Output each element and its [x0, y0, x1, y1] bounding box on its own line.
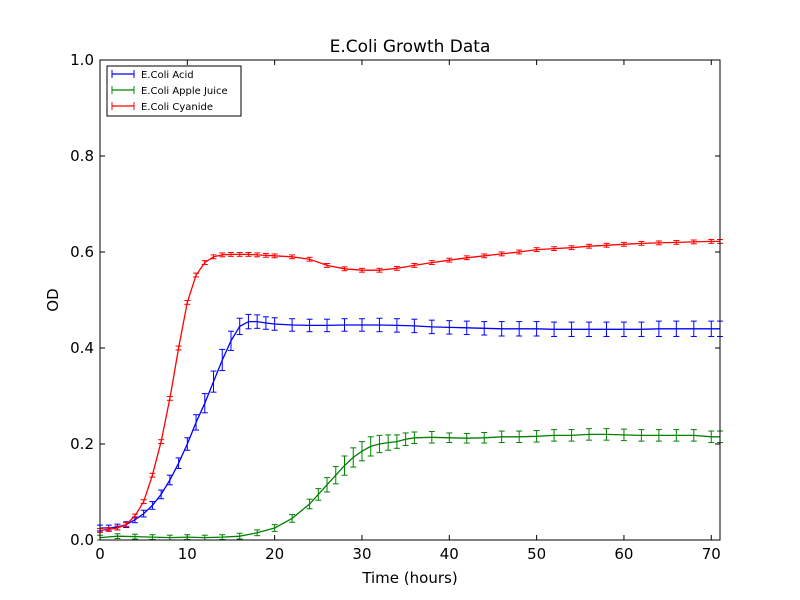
x-tick-label: 70	[702, 545, 721, 563]
legend-label: E.Coli Cyanide	[141, 102, 213, 113]
x-axis-label: Time (hours)	[361, 569, 457, 587]
x-tick-label: 10	[178, 545, 197, 563]
y-tick-label: 0.6	[70, 243, 94, 261]
x-tick-label: 20	[265, 545, 284, 563]
legend-label: E.Coli Apple Juice	[141, 86, 228, 97]
y-tick-label: 0.4	[70, 339, 94, 357]
series-group	[97, 428, 723, 541]
x-tick-label: 30	[352, 545, 371, 563]
legend-label: E.Coli Acid	[141, 70, 194, 81]
series-group	[97, 313, 723, 532]
series-line	[100, 320, 720, 529]
axis-ticks: 0 10 20 30 40 50 60 70 0.0 0.2 0.4 0.6 0.8 1.0	[70, 51, 721, 563]
x-tick-label: 40	[440, 545, 459, 563]
y-tick-label: 0.0	[70, 531, 94, 549]
x-tick-label: 50	[527, 545, 546, 563]
series-layer	[97, 239, 723, 541]
plot-frame	[99, 59, 721, 541]
series-group	[97, 239, 723, 533]
legend: E.Coli Acid E.Coli Apple Juice E.Coli Cyan…	[106, 65, 242, 117]
x-tick-label: 0	[95, 545, 105, 563]
y-tick-label: 1.0	[70, 51, 94, 69]
series-line	[99, 433, 720, 539]
y-tick-label: 0.8	[70, 147, 94, 165]
series-line	[99, 240, 720, 532]
x-tick-label: 60	[614, 545, 633, 563]
y-tick-label: 0.2	[70, 435, 94, 453]
chart-title: E.Coli Growth Data	[330, 37, 491, 57]
y-axis-label: OD	[44, 288, 62, 311]
